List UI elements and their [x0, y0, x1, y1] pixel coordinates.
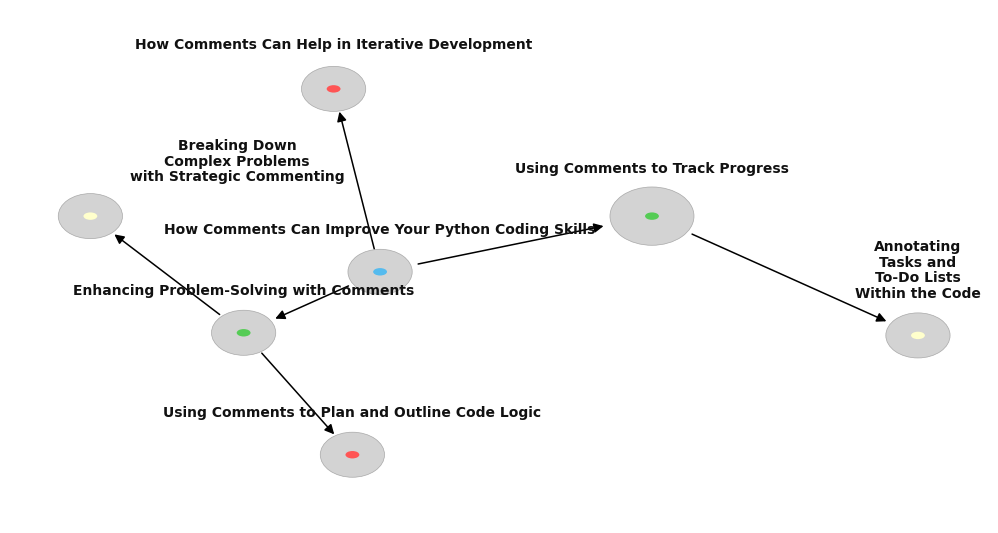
Circle shape: [237, 329, 250, 336]
Text: Annotating
Tasks and
To-Do Lists
Within the Code: Annotating Tasks and To-Do Lists Within …: [855, 240, 981, 301]
Ellipse shape: [301, 66, 365, 111]
Circle shape: [326, 85, 340, 93]
Circle shape: [373, 268, 387, 276]
Circle shape: [911, 332, 925, 339]
Text: How Comments Can Help in Iterative Development: How Comments Can Help in Iterative Devel…: [135, 38, 532, 52]
Ellipse shape: [886, 313, 950, 358]
Circle shape: [645, 213, 659, 220]
Ellipse shape: [348, 249, 412, 294]
Text: Using Comments to Plan and Outline Code Logic: Using Comments to Plan and Outline Code …: [164, 406, 542, 420]
Text: How Comments Can Improve Your Python Coding Skills: How Comments Can Improve Your Python Cod…: [165, 223, 596, 237]
Ellipse shape: [610, 187, 694, 245]
Circle shape: [345, 451, 359, 458]
Text: Using Comments to Track Progress: Using Comments to Track Progress: [515, 163, 789, 176]
Ellipse shape: [58, 193, 123, 239]
Circle shape: [84, 213, 97, 220]
Ellipse shape: [320, 432, 384, 477]
Ellipse shape: [212, 310, 275, 356]
Text: Breaking Down
Complex Problems
with Strategic Commenting: Breaking Down Complex Problems with Stra…: [130, 139, 344, 184]
Text: Enhancing Problem-Solving with Comments: Enhancing Problem-Solving with Comments: [73, 284, 414, 298]
